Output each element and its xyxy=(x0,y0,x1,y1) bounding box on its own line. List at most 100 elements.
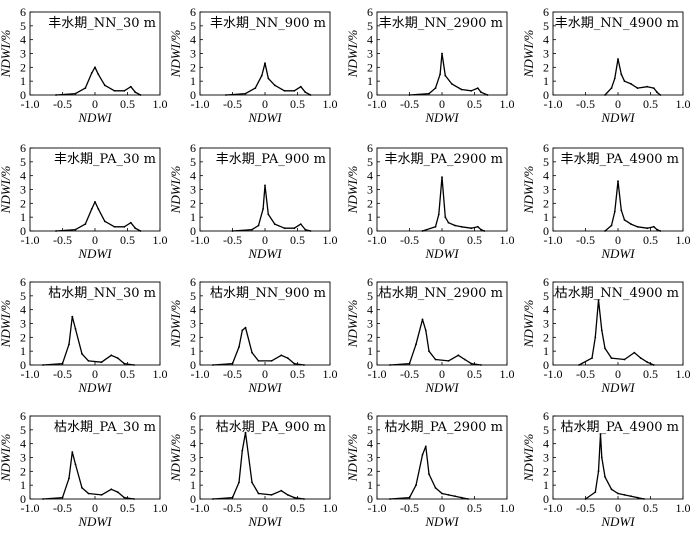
data-point xyxy=(71,315,74,318)
data-point xyxy=(286,494,289,496)
data-point xyxy=(123,225,126,228)
y-tick-label: 3 xyxy=(190,183,196,197)
data-point xyxy=(304,91,307,94)
data-point xyxy=(273,223,276,226)
data-point xyxy=(129,221,132,224)
x-tick-label: -1.0 xyxy=(368,97,387,111)
data-point xyxy=(264,184,266,187)
data-point xyxy=(441,176,443,179)
x-tick-label: -0.5 xyxy=(53,367,72,381)
y-tick-label: 2 xyxy=(190,464,196,478)
y-tick-label: 2 xyxy=(190,196,196,210)
x-tick-label: -1.0 xyxy=(368,233,387,247)
data-point xyxy=(578,364,580,366)
data-point xyxy=(646,227,649,230)
y-tick-label: 6 xyxy=(543,409,549,423)
x-tick-label: 0 xyxy=(615,501,621,515)
data-point xyxy=(304,228,307,231)
y-tick-label: 4 xyxy=(20,303,26,317)
x-tick-label: 0.5 xyxy=(120,367,135,381)
y-tick-label: 3 xyxy=(367,317,373,331)
y-tick-label: 1 xyxy=(20,344,26,358)
data-point xyxy=(241,329,244,332)
y-tick-label: 2 xyxy=(20,330,26,344)
y-tick-label: 0 xyxy=(190,88,196,102)
data-point xyxy=(103,220,106,223)
x-tick-label: -1.0 xyxy=(191,367,210,381)
data-point xyxy=(623,358,626,361)
data-point xyxy=(286,357,289,359)
x-tick-label: -1.0 xyxy=(21,233,40,247)
data-point xyxy=(389,364,391,366)
x-tick-label: -0.5 xyxy=(53,97,72,111)
x-axis-label: NDWI xyxy=(247,110,282,125)
x-axis-label: NDWI xyxy=(424,380,459,395)
y-tick-label: 5 xyxy=(190,155,196,169)
data-point xyxy=(87,492,90,495)
y-tick-label: 5 xyxy=(543,155,549,169)
x-tick-label: 1.0 xyxy=(500,367,515,381)
series-line xyxy=(578,299,655,366)
series-line xyxy=(212,431,305,500)
y-tick-label: 4 xyxy=(367,33,373,47)
data-point xyxy=(293,89,296,92)
data-point xyxy=(231,496,234,499)
data-point xyxy=(231,230,234,232)
data-point xyxy=(633,351,636,354)
data-point xyxy=(244,326,247,329)
data-point xyxy=(244,431,247,434)
data-point xyxy=(415,343,417,346)
x-tick-label: 0.5 xyxy=(467,501,482,515)
x-tick-label: -0.5 xyxy=(223,501,242,515)
y-tick-label: 2 xyxy=(543,60,549,74)
data-point xyxy=(408,362,411,365)
y-tick-label: 3 xyxy=(543,47,549,61)
data-point xyxy=(299,223,302,226)
data-point xyxy=(264,62,266,65)
data-point xyxy=(116,357,119,359)
data-point xyxy=(599,433,602,435)
y-tick-label: 3 xyxy=(543,451,549,465)
x-tick-label: 1.0 xyxy=(323,501,338,515)
y-axis-label: NDWI/% xyxy=(345,434,360,483)
data-point xyxy=(470,362,473,365)
data-point xyxy=(659,230,662,232)
y-tick-label: 1 xyxy=(543,74,549,88)
y-tick-label: 2 xyxy=(543,330,549,344)
data-point xyxy=(424,445,427,448)
data-point xyxy=(87,360,90,362)
x-axis-label: NDWI xyxy=(424,246,459,261)
data-point xyxy=(267,213,270,216)
x-tick-label: 0 xyxy=(92,233,98,247)
x-tick-label: -0.5 xyxy=(223,233,242,247)
data-point xyxy=(600,456,603,459)
data-point xyxy=(604,347,606,350)
y-tick-label: 0 xyxy=(367,492,373,506)
data-point xyxy=(244,92,247,95)
x-tick-label: -0.5 xyxy=(576,501,595,515)
data-point xyxy=(656,228,658,231)
x-axis-label: NDWI xyxy=(600,380,635,395)
data-point xyxy=(133,364,135,366)
panel-title: 枯水期_PA_30 m xyxy=(54,420,156,435)
data-point xyxy=(110,354,113,357)
data-point xyxy=(646,85,649,88)
y-tick-label: 2 xyxy=(543,196,549,210)
y-tick-label: 5 xyxy=(20,155,26,169)
y-tick-label: 1 xyxy=(367,478,373,492)
data-point xyxy=(613,77,616,80)
panel-title: 丰水期_PA_4900 m xyxy=(561,152,680,167)
y-tick-label: 6 xyxy=(543,5,549,19)
y-tick-label: 6 xyxy=(367,141,373,155)
y-axis-label: NDWI/% xyxy=(521,30,536,79)
data-point xyxy=(309,230,312,232)
y-axis-label: NDWI/% xyxy=(521,300,536,349)
data-point xyxy=(460,88,463,91)
y-tick-label: 3 xyxy=(543,317,549,331)
x-tick-label: 0 xyxy=(615,367,621,381)
y-tick-label: 1 xyxy=(367,74,373,88)
series-line xyxy=(55,66,141,96)
data-point xyxy=(283,89,286,92)
